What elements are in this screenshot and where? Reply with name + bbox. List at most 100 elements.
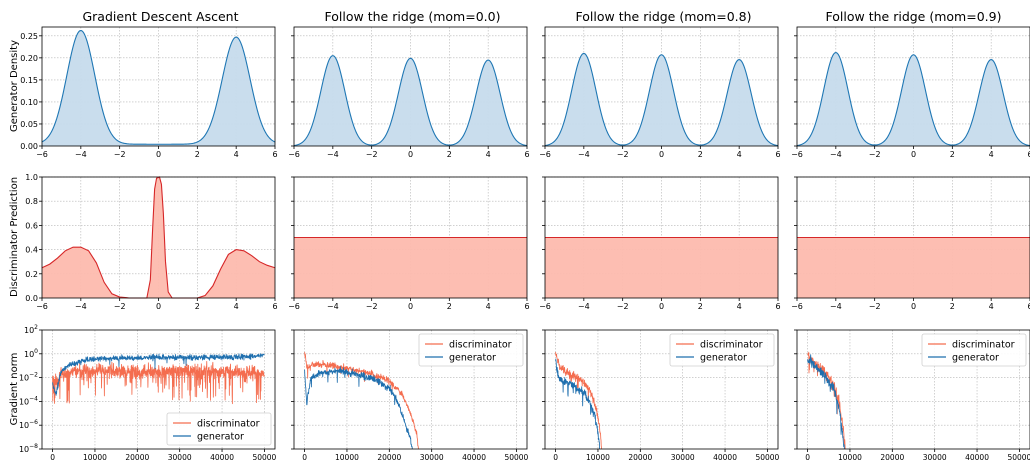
panel-prediction-3: −6 −4 −2 0 2 4 6	[791, 176, 1030, 311]
x-tick-label: 50000	[504, 453, 528, 462]
x-tick-label: −2	[617, 150, 629, 159]
x-tick-label: 2	[950, 302, 955, 311]
row-ylabels: Generator Density Discriminator Predicti…	[9, 40, 20, 425]
x-tick-label: −4	[75, 302, 87, 311]
x-tick-label: −6	[36, 302, 48, 311]
x-tick-label: −4	[830, 302, 842, 311]
density-curve	[293, 55, 528, 147]
panels: −6 −4 −2 0 2 4 6 0.00 0.05 0.10 0.15 0.20 0.25 −6 −4 −2…	[19, 26, 1030, 462]
prediction-curve	[41, 176, 276, 299]
x-tick-label: −4	[830, 150, 842, 159]
x-tick-label: 50000	[1007, 453, 1030, 462]
x-tick-label: −6	[539, 302, 551, 311]
discriminator-series-line	[304, 352, 419, 449]
x-tick-label: 4	[234, 302, 239, 311]
x-tick-label: 6	[524, 302, 529, 311]
x-tick-label: 0	[408, 150, 413, 159]
x-tick-label: 0	[50, 453, 55, 462]
legend-box	[921, 333, 1027, 367]
generator-series-line	[555, 358, 601, 449]
axes-frame-gradient-2	[544, 329, 779, 450]
density-curve	[796, 51, 1030, 147]
prediction-area-fill	[545, 237, 778, 298]
x-tick-label: 4	[989, 302, 994, 311]
y-tick-label: 10−4	[19, 395, 38, 406]
legend-label-generator: generator	[952, 353, 999, 364]
legend-box	[418, 333, 524, 367]
y-tick-label: 0.6	[25, 221, 38, 230]
x-tick-label: −2	[869, 302, 881, 311]
x-tick-label: −2	[114, 150, 126, 159]
x-tick-label: 6	[524, 150, 529, 159]
discriminator-series-line	[807, 351, 846, 449]
x-tick-label: 20000	[377, 453, 401, 462]
x-tick-label: 2	[195, 150, 200, 159]
x-tick-label: 6	[272, 150, 277, 159]
y-tick-label: 0.00	[20, 142, 38, 151]
legend: discriminator generator	[921, 333, 1027, 367]
x-tick-label: 30000	[168, 453, 192, 462]
x-tick-label: −6	[791, 150, 803, 159]
x-tick-label: 10000	[838, 453, 862, 462]
x-tick-label: 30000	[923, 453, 947, 462]
x-tick-label: 6	[272, 302, 277, 311]
x-tick-label: 6	[775, 150, 780, 159]
x-tick-label: −6	[36, 150, 48, 159]
generator-series-line	[304, 366, 413, 449]
axes-frame-gradient-1	[293, 329, 528, 450]
x-tick-label: 10000	[83, 453, 107, 462]
panel-density-1: −6 −4 −2 0 2 4 6	[288, 26, 530, 159]
y-tick-label: 0.4	[25, 246, 38, 255]
panel-gradient-2: 0 10000 20000 30000 40000 50000 discriminator g…	[542, 329, 780, 462]
legend-label-discriminator: discriminator	[700, 340, 763, 351]
y-tick-label: 0.25	[20, 32, 38, 41]
x-tick-label: 0	[408, 302, 413, 311]
x-tick-label: 4	[486, 302, 491, 311]
x-tick-label: 0	[659, 302, 664, 311]
panel-prediction-1: −6 −4 −2 0 2 4 6	[288, 176, 530, 311]
generator-series-line	[807, 354, 845, 449]
x-tick-label: 6	[1027, 302, 1030, 311]
x-tick-label: 4	[737, 150, 742, 159]
x-tick-label: −6	[288, 302, 300, 311]
legend: discriminator generator	[166, 412, 272, 446]
panel-title-ftr-mom09: Follow the ridge (mom=0.9)	[826, 9, 1002, 24]
prediction-area-fill	[294, 237, 527, 298]
y-tick-label: 0.05	[20, 120, 38, 129]
density-area-fill	[42, 30, 275, 147]
x-tick-label: 30000	[420, 453, 444, 462]
panel-title-gda: Gradient Descent Ascent	[82, 9, 238, 24]
x-tick-label: 0	[302, 453, 307, 462]
x-tick-label: −4	[327, 150, 339, 159]
x-tick-label: 50000	[755, 453, 779, 462]
axes-frame-gradient-0	[41, 329, 276, 450]
x-tick-label: 4	[234, 150, 239, 159]
legend-label-generator: generator	[449, 353, 496, 364]
y-tick-label: 0.20	[20, 54, 38, 63]
y-tick-label: 10−2	[19, 372, 38, 383]
x-tick-label: −4	[578, 150, 590, 159]
x-tick-label: −2	[366, 150, 378, 159]
x-tick-label: 40000	[713, 453, 737, 462]
y-tick-label: 100	[24, 348, 38, 359]
panel-density-0: −6 −4 −2 0 2 4 6 0.00 0.05 0.10 0.15 0.20 0.25	[20, 26, 278, 159]
x-tick-label: −2	[617, 302, 629, 311]
y-tick-label: 0.15	[20, 76, 38, 85]
panel-titles: Gradient Descent Ascent Follow the ridge…	[82, 9, 1001, 24]
panel-title-ftr-mom0: Follow the ridge (mom=0.0)	[325, 9, 501, 24]
prediction-area-fill	[797, 237, 1030, 298]
discriminator-series-line	[555, 351, 603, 449]
ylabel-generator-density: Generator Density	[9, 40, 20, 132]
y-tick-label: 0.10	[20, 98, 38, 107]
y-tick-label: 10−6	[19, 419, 38, 430]
x-tick-label: 0	[911, 150, 916, 159]
y-tick-label: 0.8	[25, 197, 38, 206]
x-tick-label: −2	[114, 302, 126, 311]
x-tick-label: −4	[578, 302, 590, 311]
x-tick-label: 0	[659, 150, 664, 159]
generator-series-line	[52, 353, 265, 396]
x-tick-label: 2	[447, 302, 452, 311]
x-tick-label: 2	[195, 302, 200, 311]
legend: discriminator generator	[669, 333, 775, 367]
